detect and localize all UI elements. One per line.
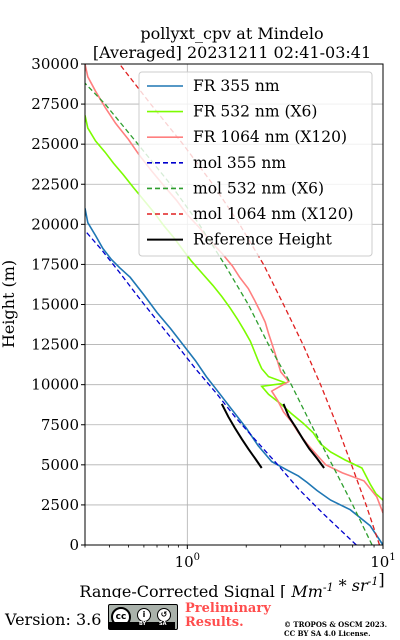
x-axis-unit: sr — [352, 576, 369, 595]
x-tick-label: 100 — [175, 552, 200, 571]
credit-line2: CC BY SA 4.0 License. — [284, 629, 371, 638]
preliminary-line2: Results. — [185, 615, 244, 630]
license-badge: cc i ↺ BY SA — [108, 604, 178, 630]
axes-layer: 0 2500 5000 7500 10000 12500 15000 17500 20000 22… — [31, 55, 395, 571]
y-tick-label: 22500 — [31, 175, 79, 193]
y-tick-label: 2500 — [41, 496, 79, 514]
share-alike-icon: ↺ — [157, 608, 171, 622]
legend-label: FR 532 nm (X6) — [193, 103, 317, 121]
legend-label: FR 355 nm — [193, 77, 280, 95]
license-badge-caption: BY SA — [109, 621, 175, 629]
x-axis-label-text: Range-Corrected Signal [ — [79, 582, 286, 598]
series-reference-height — [220, 403, 263, 469]
x-axis-label: Range-Corrected Signal [ Mm-1 * sr-1] — [79, 570, 384, 598]
y-tick-label: 0 — [69, 536, 79, 554]
x-axis-unit-exponent: -1 — [323, 581, 334, 594]
x-axis-unit: Mm — [290, 582, 323, 598]
y-tick-label: 12500 — [31, 336, 79, 354]
preliminary-line1: Preliminary — [185, 601, 271, 616]
x-axis-unit-separator: * — [334, 576, 352, 595]
x-axis-label-close: ] — [378, 570, 384, 589]
series-reference-height — [282, 403, 325, 469]
y-tick-label: 25000 — [31, 135, 79, 153]
series-mol-355-nm — [85, 230, 357, 545]
chart-title: pollyxt_cpv at Mindelo — [140, 24, 323, 43]
legend: FR 355 nm FR 532 nm (X6) FR 1064 nm (X120)… — [138, 71, 373, 257]
y-tick-label: 15000 — [31, 296, 79, 314]
x-axis-unit-exponent: -1 — [368, 575, 379, 588]
series-fr-532-nm-x6 — [85, 115, 383, 501]
preliminary-results-note: Preliminary Results. — [185, 602, 271, 630]
series-layer — [85, 64, 383, 545]
x-tick-label: 101 — [370, 552, 395, 571]
legend-label: FR 1064 nm (X120) — [193, 128, 347, 146]
y-tick-label: 10000 — [31, 376, 79, 394]
credit-line1: © TROPOS & OSCM 2023. — [284, 620, 388, 629]
chart-svg: pollyxt_cpv at Mindelo [Averaged] 202312… — [0, 24, 396, 598]
y-tick-label: 5000 — [41, 456, 79, 474]
y-tick-label: 27500 — [31, 95, 79, 113]
footer: Version: 3.6 cc i ↺ BY SA Preliminary Res… — [0, 598, 400, 640]
y-tick-label: 17500 — [31, 255, 79, 273]
version-label: Version: 3.6 — [5, 610, 102, 629]
series-mol-532-nm-x6 — [85, 82, 373, 545]
legend-label: mol 532 nm (X6) — [193, 179, 324, 197]
y-axis-label: Height (m) — [0, 260, 18, 348]
copyright-credit: © TROPOS & OSCM 2023. CC BY SA 4.0 Licen… — [284, 620, 387, 638]
y-tick-label: 7500 — [41, 416, 79, 434]
legend-box — [138, 71, 373, 257]
chart-subtitle: [Averaged] 20231211 02:41-03:41 — [93, 43, 371, 62]
legend-label: mol 1064 nm (X120) — [193, 205, 354, 223]
y-tick-label: 20000 — [31, 215, 79, 233]
legend-label: mol 355 nm — [193, 154, 286, 172]
attribution-icon: i — [137, 608, 151, 622]
y-tick-label: 30000 — [31, 55, 79, 73]
series-fr-355-nm — [85, 208, 383, 545]
legend-label: Reference Height — [193, 231, 333, 249]
